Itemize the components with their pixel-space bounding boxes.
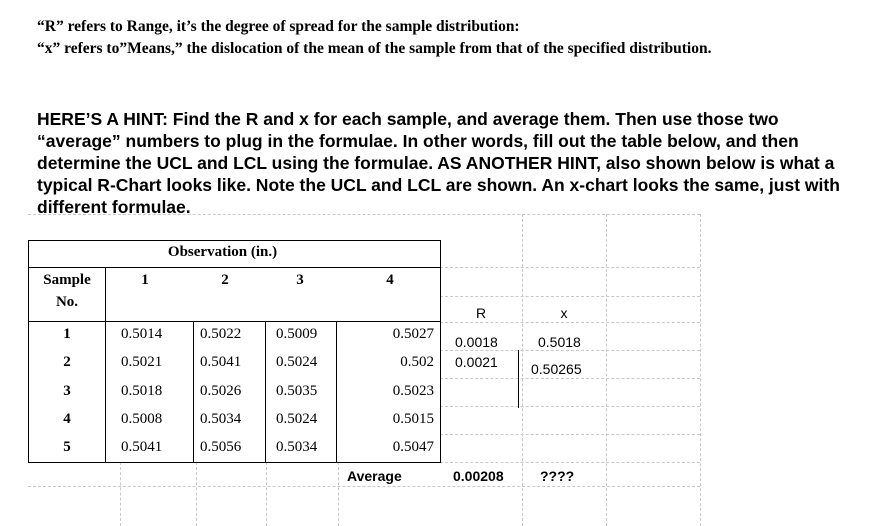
obs-value: 0.502: [400, 354, 434, 370]
sample-header-line2: No.: [55, 294, 79, 310]
intro-line-r: “R” refers to Range, it’s the degree of …: [37, 18, 520, 35]
average-label: Average: [347, 468, 402, 484]
range-value: 0.0018: [455, 334, 498, 350]
obs-value: 0.5026: [200, 383, 242, 399]
sample-number: 5: [63, 439, 71, 455]
intro-text: “R” refers to Range, it’s the degree of …: [37, 16, 857, 60]
observation-header: Observation (in.): [167, 244, 278, 260]
obs-value: 0.5014: [121, 326, 163, 342]
obs-value: 0.5021: [121, 354, 163, 370]
mean-value: 0.5018: [538, 334, 581, 350]
intro-line-x: “x” refers to”Means,” the dislocation of…: [37, 40, 712, 57]
obs-value: 0.5022: [200, 326, 242, 342]
obs-header-1: 1: [141, 272, 149, 288]
obs-value: 0.5009: [276, 326, 318, 342]
obs-value: 0.5034: [200, 411, 242, 427]
sample-header-line1: Sample: [43, 272, 91, 288]
average-range: 0.00208: [453, 468, 504, 484]
sample-number: 3: [63, 383, 71, 399]
obs-value: 0.5047: [392, 439, 434, 455]
obs-value: 0.5041: [200, 354, 242, 370]
x-header: x: [560, 305, 568, 321]
obs-value: 0.5024: [276, 411, 318, 427]
obs-value: 0.5056: [200, 439, 242, 455]
obs-value: 0.5023: [392, 383, 434, 399]
obs-value: 0.5015: [392, 411, 434, 427]
mean-value: 0.50265: [531, 361, 582, 377]
hint-paragraph: HERE’S A HINT: Find the R and x for each…: [37, 109, 840, 217]
sample-number: 1: [63, 326, 71, 342]
average-mean: ????: [540, 468, 575, 484]
obs-value: 0.5024: [276, 354, 318, 370]
obs-header-2: 2: [221, 272, 229, 288]
obs-header-3: 3: [296, 272, 304, 288]
obs-header-4: 4: [386, 272, 394, 288]
sample-number: 2: [63, 354, 71, 370]
obs-value: 0.5008: [121, 411, 163, 427]
r-header: R: [475, 305, 487, 321]
sample-number: 4: [63, 411, 71, 427]
obs-value: 0.5018: [121, 383, 163, 399]
obs-value: 0.5035: [276, 383, 318, 399]
range-value: 0.0021: [455, 354, 498, 370]
obs-value: 0.5034: [276, 439, 318, 455]
obs-value: 0.5041: [121, 439, 163, 455]
obs-value: 0.5027: [392, 326, 434, 342]
